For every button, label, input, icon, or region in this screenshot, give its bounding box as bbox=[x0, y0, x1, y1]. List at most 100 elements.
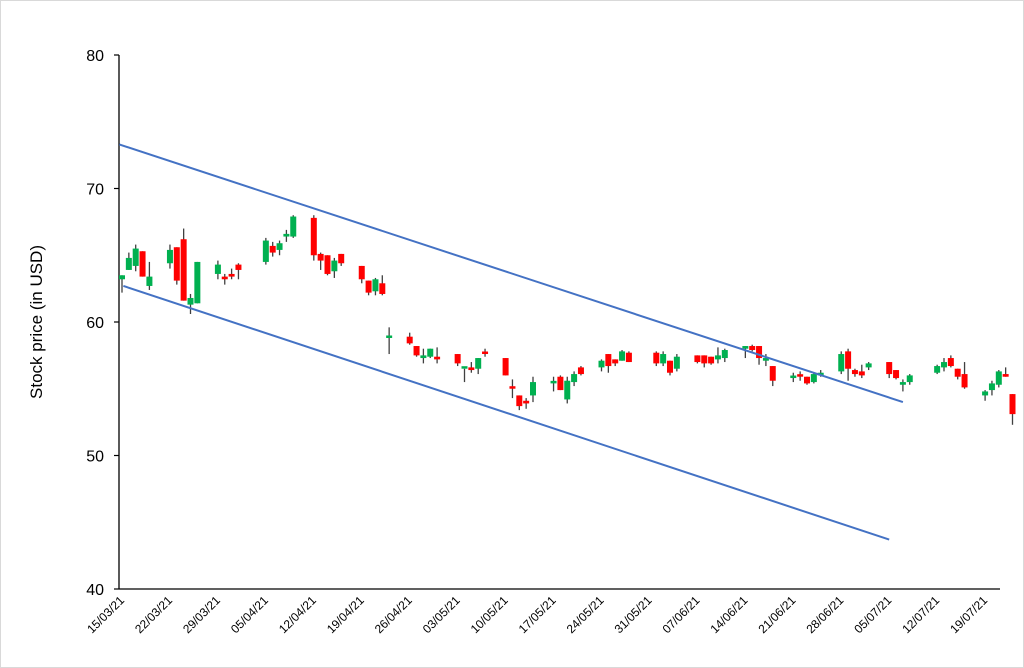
candle-body bbox=[365, 280, 372, 293]
candle-body bbox=[701, 355, 708, 364]
candle-body bbox=[961, 374, 968, 388]
candle-up bbox=[982, 390, 989, 401]
candle-down bbox=[516, 395, 523, 411]
x-tick-label: 19/04/21 bbox=[324, 593, 367, 636]
candle-down bbox=[324, 255, 331, 276]
candle-up bbox=[214, 260, 221, 280]
candle-down bbox=[653, 351, 660, 367]
candle-down bbox=[612, 359, 619, 367]
candle-down bbox=[269, 241, 276, 257]
candle-body bbox=[619, 351, 626, 361]
candle-body bbox=[762, 358, 769, 361]
candle-body bbox=[941, 362, 947, 368]
candle-up bbox=[838, 351, 845, 375]
candle-body bbox=[290, 216, 297, 237]
candle-body bbox=[132, 248, 139, 266]
trend-channel-lines bbox=[118, 143, 904, 541]
candle-down bbox=[961, 362, 968, 389]
candle-body bbox=[119, 275, 125, 280]
candle-down bbox=[482, 348, 489, 357]
candle-body bbox=[988, 383, 995, 391]
candle-up bbox=[386, 327, 393, 355]
candle-body bbox=[1009, 394, 1016, 415]
x-tick-label: 14/06/21 bbox=[708, 593, 751, 636]
candle-body bbox=[804, 376, 810, 384]
y-axis-title: Stock price (in USD) bbox=[27, 245, 46, 399]
candle-down bbox=[749, 344, 756, 352]
x-tick-label: 12/04/21 bbox=[276, 593, 319, 636]
candle-body bbox=[790, 375, 797, 379]
x-tick-label: 26/04/21 bbox=[372, 593, 415, 636]
upper-channel-line bbox=[118, 143, 904, 404]
candle-body bbox=[228, 273, 235, 277]
x-tick-label: 29/03/21 bbox=[180, 593, 223, 636]
candle-body bbox=[564, 380, 571, 400]
x-tick-label: 15/03/21 bbox=[84, 593, 127, 636]
candle-up bbox=[550, 376, 557, 392]
candle-up bbox=[262, 237, 269, 265]
candle-body bbox=[324, 255, 331, 274]
candle-down bbox=[310, 215, 317, 261]
candle-body bbox=[173, 247, 180, 281]
candle-down bbox=[694, 355, 701, 364]
candle-body bbox=[434, 356, 441, 360]
candle-up bbox=[194, 261, 201, 304]
candle-body bbox=[331, 260, 338, 272]
candle-down bbox=[502, 358, 509, 376]
candle-up bbox=[988, 380, 995, 396]
lower-channel-line bbox=[123, 285, 890, 541]
candle-body bbox=[125, 257, 132, 270]
candle-down bbox=[406, 332, 413, 345]
candle-up bbox=[941, 358, 947, 372]
candle-body bbox=[810, 374, 817, 383]
y-tick-label: 70 bbox=[86, 182, 104, 199]
candle-down bbox=[317, 252, 324, 270]
candle-body bbox=[982, 391, 989, 396]
candle-body bbox=[886, 362, 893, 375]
candle-body bbox=[708, 356, 715, 364]
candle-down bbox=[947, 355, 954, 368]
candle-down bbox=[1009, 394, 1016, 425]
candle-body bbox=[283, 233, 290, 237]
candle-up bbox=[283, 229, 290, 242]
candle-up bbox=[721, 348, 728, 363]
candle-down bbox=[358, 265, 365, 284]
candle-up bbox=[125, 252, 132, 270]
candle-body bbox=[214, 264, 221, 274]
y-tick-label: 60 bbox=[86, 315, 104, 332]
candle-body bbox=[653, 352, 660, 364]
x-tick-label: 03/05/21 bbox=[420, 593, 463, 636]
candle-body bbox=[721, 350, 728, 359]
candle-down bbox=[577, 366, 584, 376]
x-tick-label: 10/05/21 bbox=[468, 593, 511, 636]
candle-body bbox=[845, 351, 852, 369]
candle-body bbox=[571, 374, 578, 383]
candle-down bbox=[379, 275, 386, 296]
candle-body bbox=[769, 366, 776, 381]
candle-body bbox=[550, 380, 557, 384]
candle-up bbox=[187, 293, 194, 314]
y-tick-label: 50 bbox=[86, 449, 104, 466]
candle-up bbox=[660, 351, 667, 367]
candle-up bbox=[810, 372, 817, 384]
candle-body bbox=[530, 382, 536, 396]
x-tick-label: 05/07/21 bbox=[851, 593, 894, 636]
candle-down bbox=[851, 368, 858, 377]
candles bbox=[119, 215, 1016, 425]
candle-body bbox=[838, 354, 845, 372]
candle-down bbox=[804, 376, 810, 385]
candle-body bbox=[180, 239, 187, 301]
x-axis: 15/03/21 22/03/21 29/03/21 05/04/21 12/04/21… bbox=[84, 588, 1000, 636]
candle-body bbox=[372, 279, 379, 292]
candle-body bbox=[1002, 374, 1009, 377]
candle-down bbox=[886, 362, 893, 379]
candle-body bbox=[482, 351, 489, 355]
candle-up bbox=[571, 371, 578, 387]
candle-up bbox=[995, 370, 1002, 388]
candle-body bbox=[851, 370, 858, 375]
candle-body bbox=[893, 370, 900, 379]
candle-up bbox=[714, 347, 721, 364]
candle-body bbox=[598, 360, 605, 368]
candle-down bbox=[454, 354, 461, 367]
